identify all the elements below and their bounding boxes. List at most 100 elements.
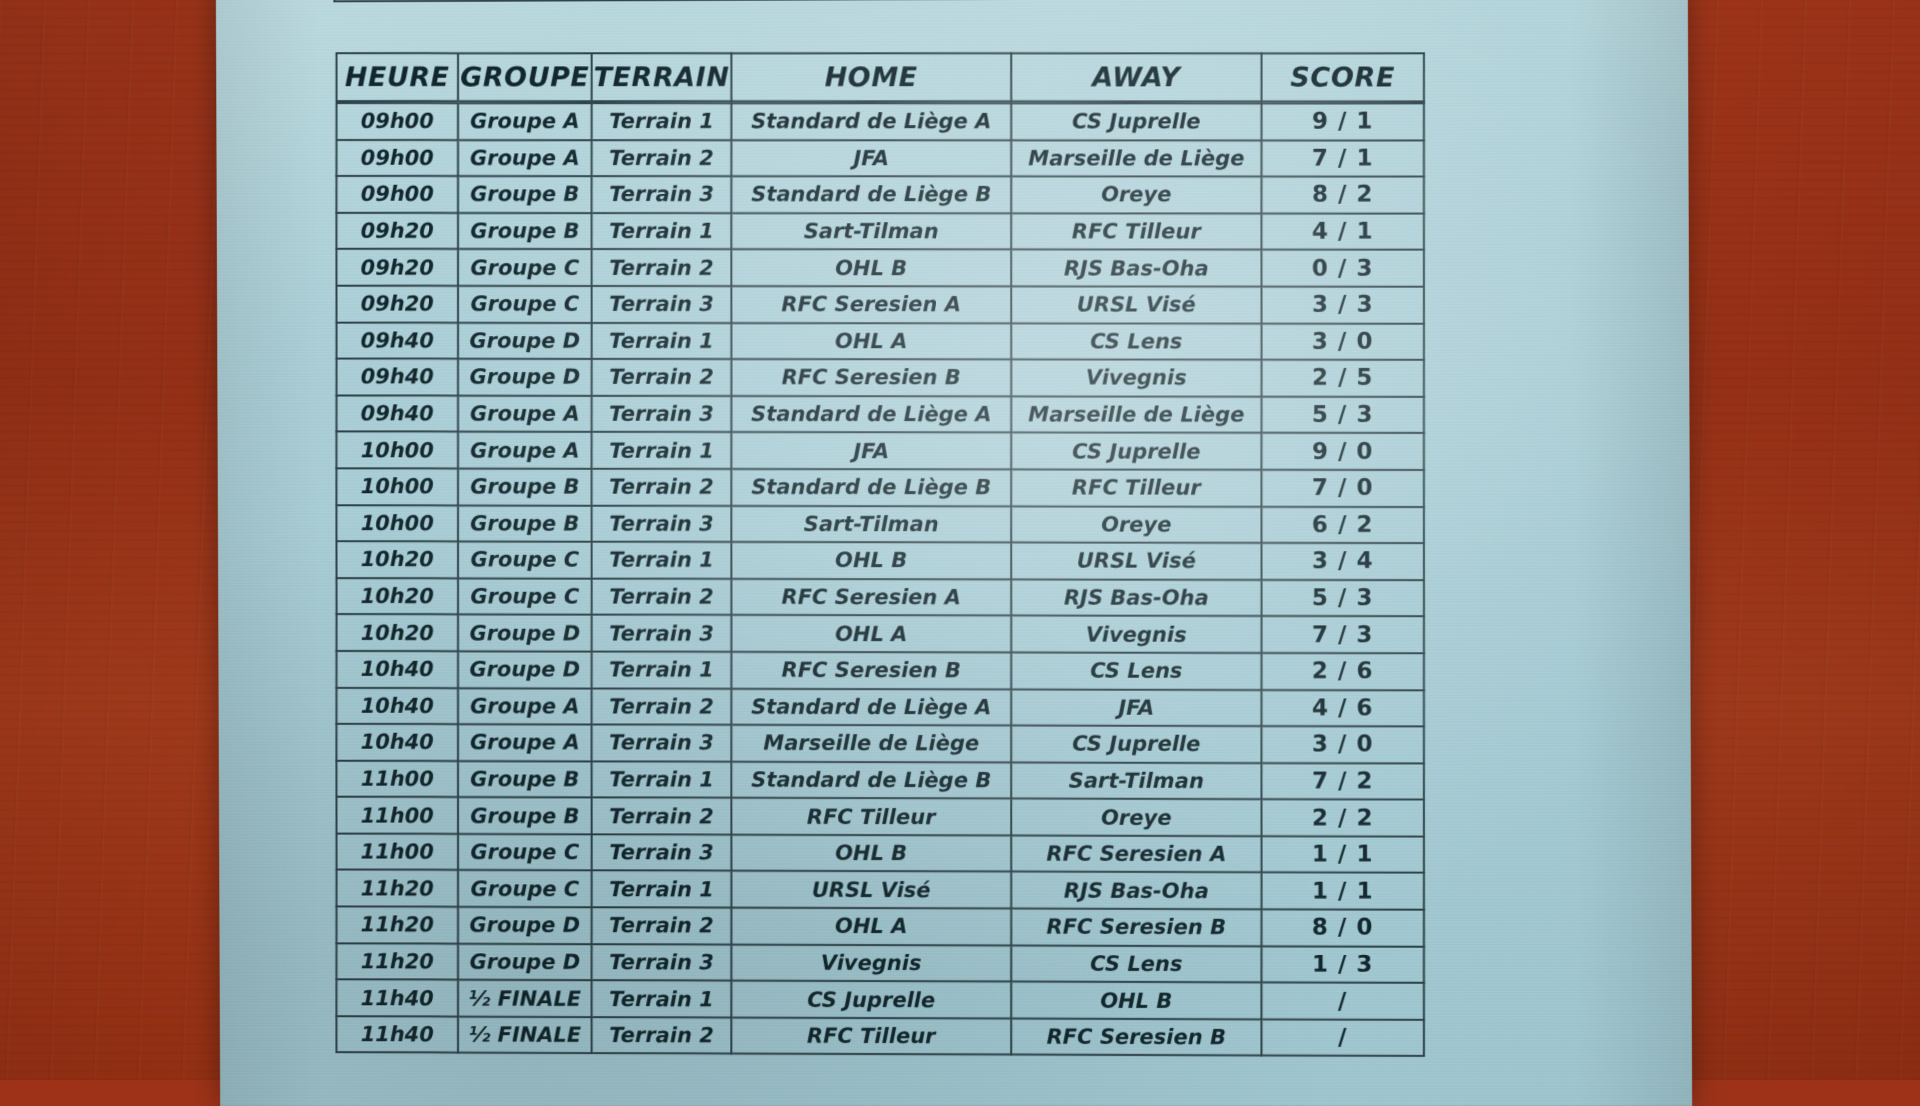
cell-home: OHL B — [732, 543, 1012, 580]
cell-heure: 09h00 — [335, 177, 459, 214]
cell-groupe: Groupe C — [459, 835, 593, 872]
cell-home: Vivegnis — [732, 945, 1012, 983]
cell-heure: 11h20 — [335, 944, 459, 981]
cell-away: RJS Bas-Oha — [1012, 580, 1262, 617]
cell-heure: 11h00 — [335, 834, 459, 871]
cell-home: Marseille de Liège — [732, 726, 1012, 763]
cell-home: Standard de Liège A — [732, 689, 1012, 726]
cell-heure: 10h20 — [335, 579, 459, 616]
cell-heure: 09h40 — [335, 360, 459, 397]
cell-groupe: ½ FINALE — [459, 981, 593, 1018]
cell-groupe: ½ FINALE — [459, 1017, 593, 1054]
cell-groupe: Groupe A — [459, 433, 593, 470]
cell-heure: 09h20 — [335, 250, 459, 287]
cell-terrain: Terrain 1 — [593, 102, 733, 141]
cell-home: URSL Visé — [732, 872, 1012, 909]
cell-score: 1 / 1 — [1263, 874, 1425, 911]
cell-score: 1 / 3 — [1263, 947, 1425, 984]
cell-heure: 10h40 — [335, 688, 459, 725]
cell-away: RFC Seresien B — [1012, 1019, 1262, 1057]
cell-terrain: Terrain 3 — [593, 835, 733, 872]
cell-away: RJS Bas-Oha — [1012, 251, 1262, 288]
cell-heure: 10h00 — [335, 506, 459, 543]
printed-schedule-sheet: HEURE GROUPE TERRAIN HOME AWAY SCORE 09h… — [216, 0, 1692, 1106]
cell-terrain: Terrain 1 — [593, 762, 733, 799]
cell-home: Standard de Liège A — [732, 102, 1012, 141]
cell-terrain: Terrain 3 — [593, 177, 733, 214]
column-header-home: HOME — [732, 52, 1012, 102]
cell-away: RFC Seresien B — [1012, 910, 1262, 947]
cell-away: URSL Visé — [1012, 544, 1262, 581]
cell-score: 2 / 6 — [1263, 654, 1425, 691]
cell-terrain: Terrain 3 — [593, 397, 733, 434]
cell-score: 3 / 4 — [1263, 544, 1425, 581]
cell-away: JFA — [1012, 690, 1262, 727]
cell-groupe: Groupe B — [459, 506, 593, 543]
cell-heure: 09h20 — [335, 214, 459, 251]
cell-heure: 09h40 — [335, 396, 459, 433]
cell-home: RFC Seresien A — [732, 287, 1012, 324]
cell-score: 9 / 0 — [1263, 434, 1425, 471]
column-header-heure: HEURE — [335, 52, 459, 102]
cell-terrain: Terrain 2 — [593, 799, 733, 836]
cell-score: 3 / 0 — [1263, 727, 1425, 764]
cell-home: OHL A — [732, 616, 1012, 653]
cell-terrain: Terrain 2 — [593, 908, 733, 945]
cell-groupe: Groupe D — [459, 323, 593, 360]
cell-home: Standard de Liège B — [732, 470, 1012, 507]
cell-terrain: Terrain 2 — [593, 250, 733, 287]
cell-heure: 10h40 — [335, 652, 459, 689]
cell-away: CS Lens — [1012, 653, 1262, 690]
column-header-groupe: GROUPE — [459, 52, 593, 102]
cell-away: Oreye — [1012, 800, 1262, 837]
cell-heure: 11h00 — [335, 798, 459, 835]
cell-groupe: Groupe B — [459, 798, 593, 835]
cell-terrain: Terrain 3 — [593, 725, 733, 762]
cell-terrain: Terrain 3 — [593, 506, 733, 543]
cell-terrain: Terrain 2 — [593, 470, 733, 507]
cell-heure: 09h40 — [335, 323, 459, 360]
cell-terrain: Terrain 1 — [593, 872, 733, 909]
cell-terrain: Terrain 1 — [593, 214, 733, 251]
cell-score: 0 / 3 — [1263, 251, 1425, 288]
cell-away: OHL B — [1012, 983, 1262, 1020]
cell-home: RFC Tilleur — [732, 799, 1012, 836]
cell-terrain: Terrain 3 — [593, 287, 733, 324]
cell-away: CS Juprelle — [1012, 102, 1262, 141]
cell-home: Standard de Liège A — [732, 397, 1012, 434]
cell-score: 7 / 3 — [1263, 617, 1425, 654]
column-header-away: AWAY — [1012, 52, 1262, 102]
cut-off-table-fragment — [333, 0, 1437, 2]
cell-groupe: Groupe C — [459, 871, 593, 908]
cell-score: 7 / 0 — [1263, 471, 1425, 508]
cell-heure: 09h00 — [335, 141, 459, 178]
table-header: HEURE GROUPE TERRAIN HOME AWAY SCORE — [335, 52, 1424, 102]
cell-home: RFC Tilleur — [732, 1018, 1012, 1056]
cell-groupe: Groupe A — [459, 725, 593, 762]
cell-heure: 11h20 — [335, 907, 459, 944]
cell-home: RFC Seresien B — [732, 360, 1012, 397]
header-row: HEURE GROUPE TERRAIN HOME AWAY SCORE — [335, 52, 1424, 102]
cell-away: CS Lens — [1012, 946, 1262, 983]
cell-groupe: Groupe A — [459, 689, 593, 726]
cell-home: RFC Seresien B — [732, 653, 1012, 690]
cell-score: 5 / 3 — [1263, 397, 1425, 434]
cell-heure: 10h20 — [335, 615, 459, 652]
cell-home: CS Juprelle — [732, 982, 1012, 1020]
cell-terrain: Terrain 1 — [593, 543, 733, 580]
cell-terrain: Terrain 1 — [593, 981, 733, 1018]
cell-groupe: Groupe D — [459, 908, 593, 945]
cell-score: 3 / 3 — [1263, 288, 1425, 325]
cell-score: 3 / 0 — [1263, 324, 1425, 361]
cell-groupe: Groupe C — [459, 542, 593, 579]
cell-groupe: Groupe D — [459, 652, 593, 689]
